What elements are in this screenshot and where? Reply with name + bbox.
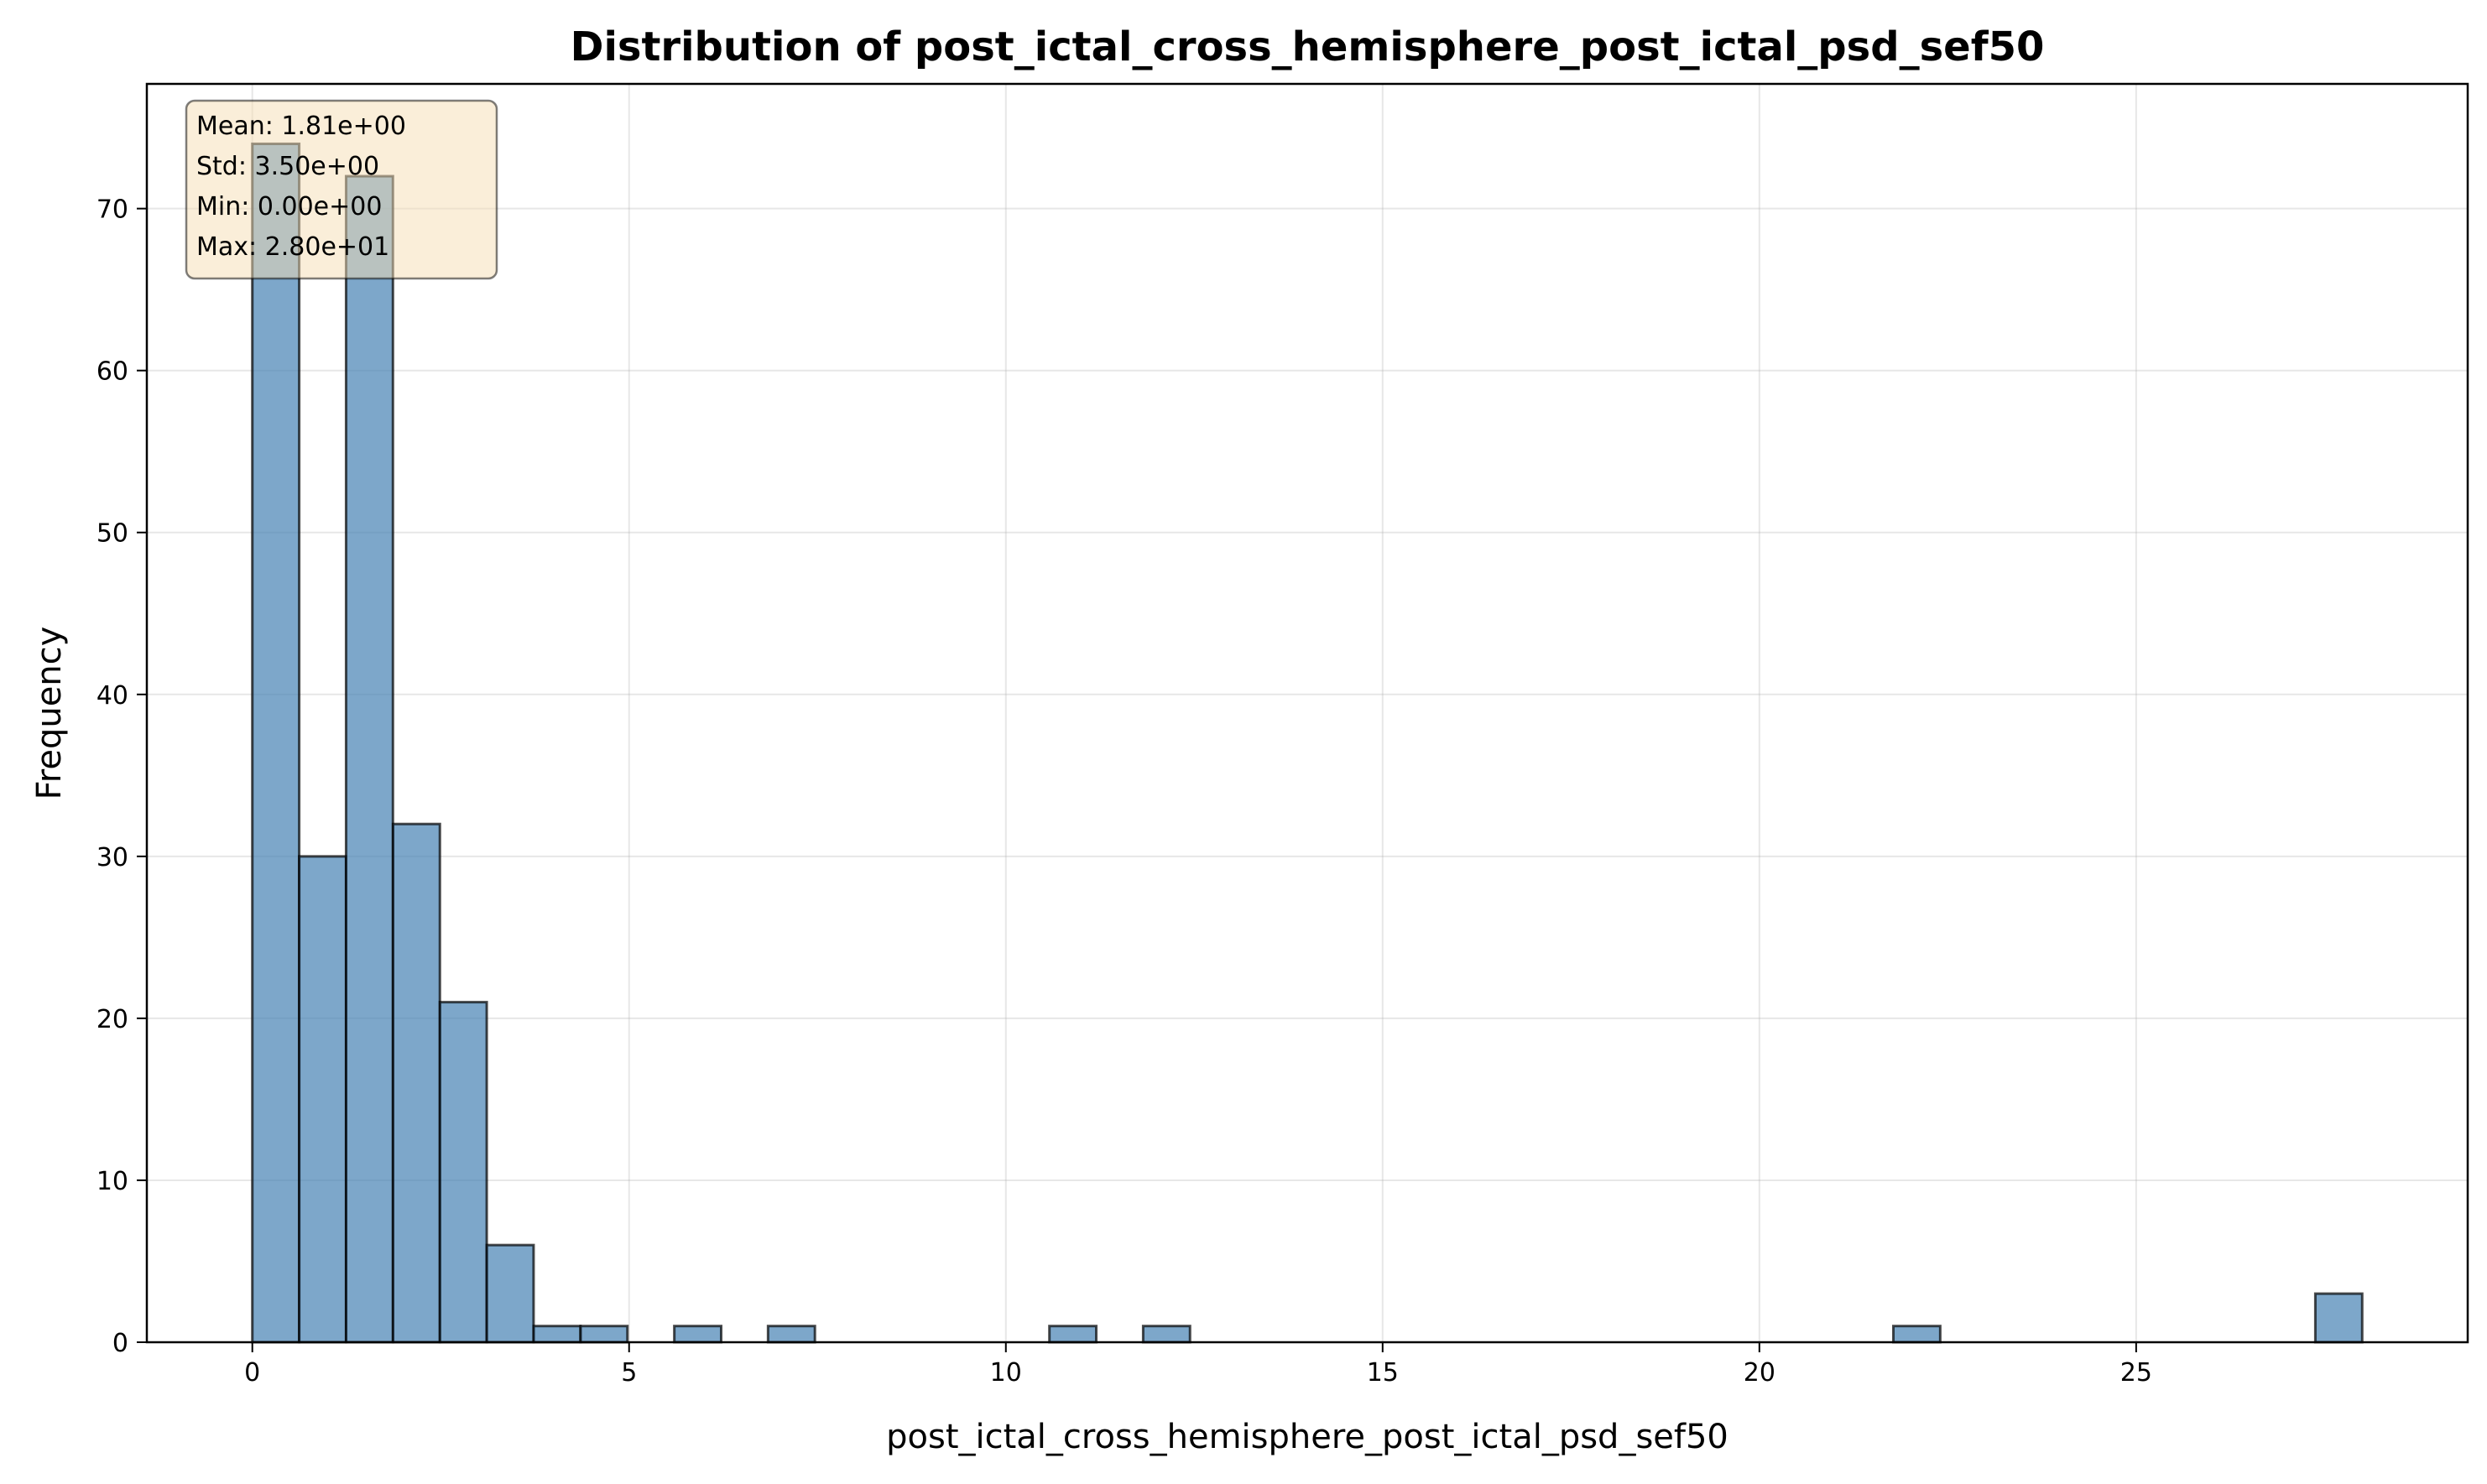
y-tick-label: 0 xyxy=(112,1329,128,1358)
histogram-bar xyxy=(298,855,347,1344)
y-tick-label: 20 xyxy=(96,1005,128,1034)
x-tick-label: 0 xyxy=(244,1358,260,1388)
y-tick-label: 40 xyxy=(96,681,128,711)
axis-ticks: 0 5 10 15 20 25 0 10 20 30 40 50 60 70 xyxy=(96,195,2152,1388)
histogram-bar xyxy=(673,1325,722,1344)
histogram-bar xyxy=(766,1325,816,1344)
y-tick-label: 50 xyxy=(96,519,128,549)
x-tick-label: 5 xyxy=(621,1358,637,1388)
histogram-bar xyxy=(1048,1325,1098,1344)
histogram-bar xyxy=(1892,1325,1942,1344)
y-axis-label: Frequency xyxy=(30,627,69,800)
chart-title: Distribution of post_ictal_cross_hemisph… xyxy=(571,23,2045,70)
y-tick-label: 30 xyxy=(96,843,128,872)
stats-min: Min: 0.00e+00 xyxy=(196,192,382,221)
x-tick-label: 25 xyxy=(2120,1358,2152,1388)
y-tick-label: 70 xyxy=(96,195,128,225)
histogram-bar xyxy=(438,1001,488,1344)
histogram-bars xyxy=(251,142,2364,1344)
histogram-bar xyxy=(344,174,394,1344)
stats-max: Max: 2.80e+01 xyxy=(196,232,389,262)
histogram-bar xyxy=(2313,1292,2364,1344)
histogram-bar xyxy=(485,1243,535,1344)
histogram-bar xyxy=(532,1325,582,1344)
grid xyxy=(147,84,2468,1343)
y-tick-label: 60 xyxy=(96,357,128,387)
x-axis-label: post_ictal_cross_hemisphere_post_ictal_p… xyxy=(886,1418,1728,1456)
x-tick-label: 10 xyxy=(990,1358,1022,1388)
histogram-bar xyxy=(251,142,301,1344)
stats-mean: Mean: 1.81e+00 xyxy=(196,112,406,141)
stats-box: Mean: 1.81e+00 Std: 3.50e+00 Min: 0.00e+… xyxy=(185,99,498,280)
stats-std: Std: 3.50e+00 xyxy=(196,152,379,181)
histogram-bar xyxy=(1141,1325,1191,1344)
histogram-bar xyxy=(391,822,441,1344)
x-tick-label: 20 xyxy=(1744,1358,1775,1388)
histogram-bar xyxy=(579,1325,629,1344)
x-tick-label: 15 xyxy=(1367,1358,1399,1388)
y-tick-label: 10 xyxy=(96,1167,128,1196)
plot-frame xyxy=(145,82,2469,1344)
stats-box-background xyxy=(185,99,498,280)
